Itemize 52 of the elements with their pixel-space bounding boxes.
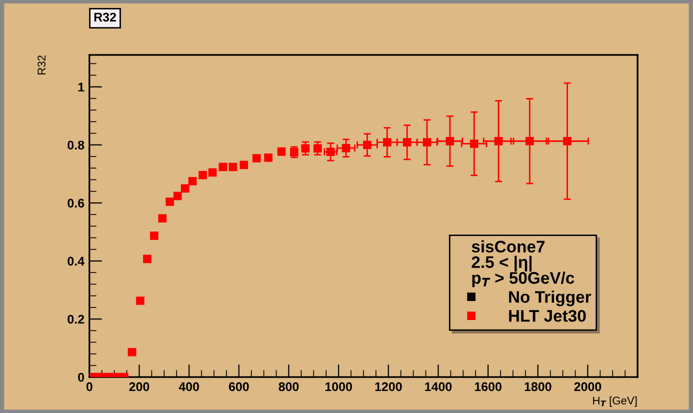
point xyxy=(446,136,454,146)
point xyxy=(208,168,217,177)
point xyxy=(526,136,534,146)
x-tick-label: 800 xyxy=(278,382,299,392)
y-tick-label: 0.4 xyxy=(68,256,84,266)
x-tick-label: 1800 xyxy=(524,382,552,392)
x-tick-label: 1200 xyxy=(375,382,402,392)
y-tick-label: 0.6 xyxy=(68,198,84,208)
x-tick-label: 0 xyxy=(86,382,92,392)
chart-title: R32 xyxy=(94,12,116,22)
point xyxy=(402,138,412,146)
x-tick-label: 400 xyxy=(178,382,199,392)
point xyxy=(228,162,238,172)
point xyxy=(422,138,432,146)
point xyxy=(128,348,136,356)
point xyxy=(158,214,167,222)
point xyxy=(198,170,207,180)
x-tick-label: 2000 xyxy=(574,382,602,392)
point xyxy=(470,140,478,148)
legend-label: HLT Jet30 xyxy=(509,310,586,322)
x-axis-title: H$_{T}$ [GeV] xyxy=(593,396,637,407)
point xyxy=(180,184,190,193)
point xyxy=(494,136,503,146)
point xyxy=(313,144,322,153)
legend-label: No Trigger xyxy=(509,290,592,306)
point xyxy=(150,232,158,240)
point xyxy=(173,192,182,200)
point xyxy=(143,254,152,264)
point xyxy=(252,154,261,162)
y-tick-label: 0.8 xyxy=(68,140,84,150)
point xyxy=(136,296,144,305)
y-tick-label: 1 xyxy=(78,82,84,92)
point xyxy=(218,162,228,172)
point xyxy=(290,148,298,156)
x-tick-label: 1000 xyxy=(325,382,352,392)
point xyxy=(264,154,272,162)
legend-title: sisCone7 2.5 < |η| p$_{T}$ > 50GeV/c xyxy=(472,240,574,288)
x-tick-label: 1400 xyxy=(425,382,452,392)
point xyxy=(326,148,335,156)
point xyxy=(188,177,197,186)
x-tick-label: 1600 xyxy=(474,382,502,392)
point xyxy=(563,136,572,146)
y-tick-label: 0 xyxy=(78,372,84,382)
point xyxy=(382,138,392,146)
y-tick-label: 0.2 xyxy=(68,314,84,324)
y-axis-title: R32 xyxy=(38,55,46,74)
x-tick-label: 200 xyxy=(129,382,150,392)
point xyxy=(166,198,174,206)
point xyxy=(301,144,310,153)
x-tick-label: 600 xyxy=(228,382,249,392)
point xyxy=(240,160,248,170)
point xyxy=(363,140,372,150)
